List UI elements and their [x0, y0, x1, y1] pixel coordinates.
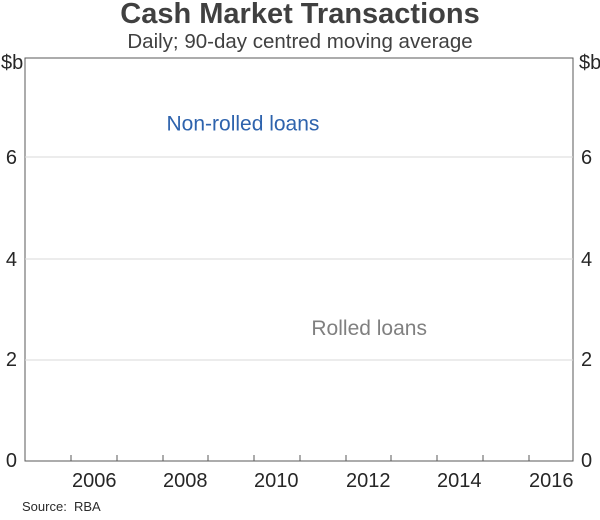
svg-text:$b: $b — [1, 52, 23, 74]
svg-text:2008: 2008 — [163, 470, 208, 492]
svg-text:6: 6 — [581, 147, 592, 169]
svg-text:0: 0 — [6, 450, 17, 472]
svg-text:2006: 2006 — [72, 470, 117, 492]
svg-text:4: 4 — [581, 249, 592, 271]
svg-text:2012: 2012 — [346, 470, 391, 492]
svg-text:4: 4 — [6, 249, 17, 271]
svg-text:2016: 2016 — [529, 470, 574, 492]
svg-text:2010: 2010 — [254, 470, 299, 492]
svg-text:0: 0 — [581, 450, 592, 472]
svg-text:2: 2 — [6, 349, 17, 371]
svg-text:$b: $b — [579, 52, 600, 74]
svg-text:2: 2 — [581, 349, 592, 371]
svg-text:2014: 2014 — [437, 470, 482, 492]
svg-text:6: 6 — [6, 147, 17, 169]
svg-text:Rolled loans: Rolled loans — [311, 317, 427, 340]
svg-text:Non-rolled loans: Non-rolled loans — [167, 113, 320, 136]
